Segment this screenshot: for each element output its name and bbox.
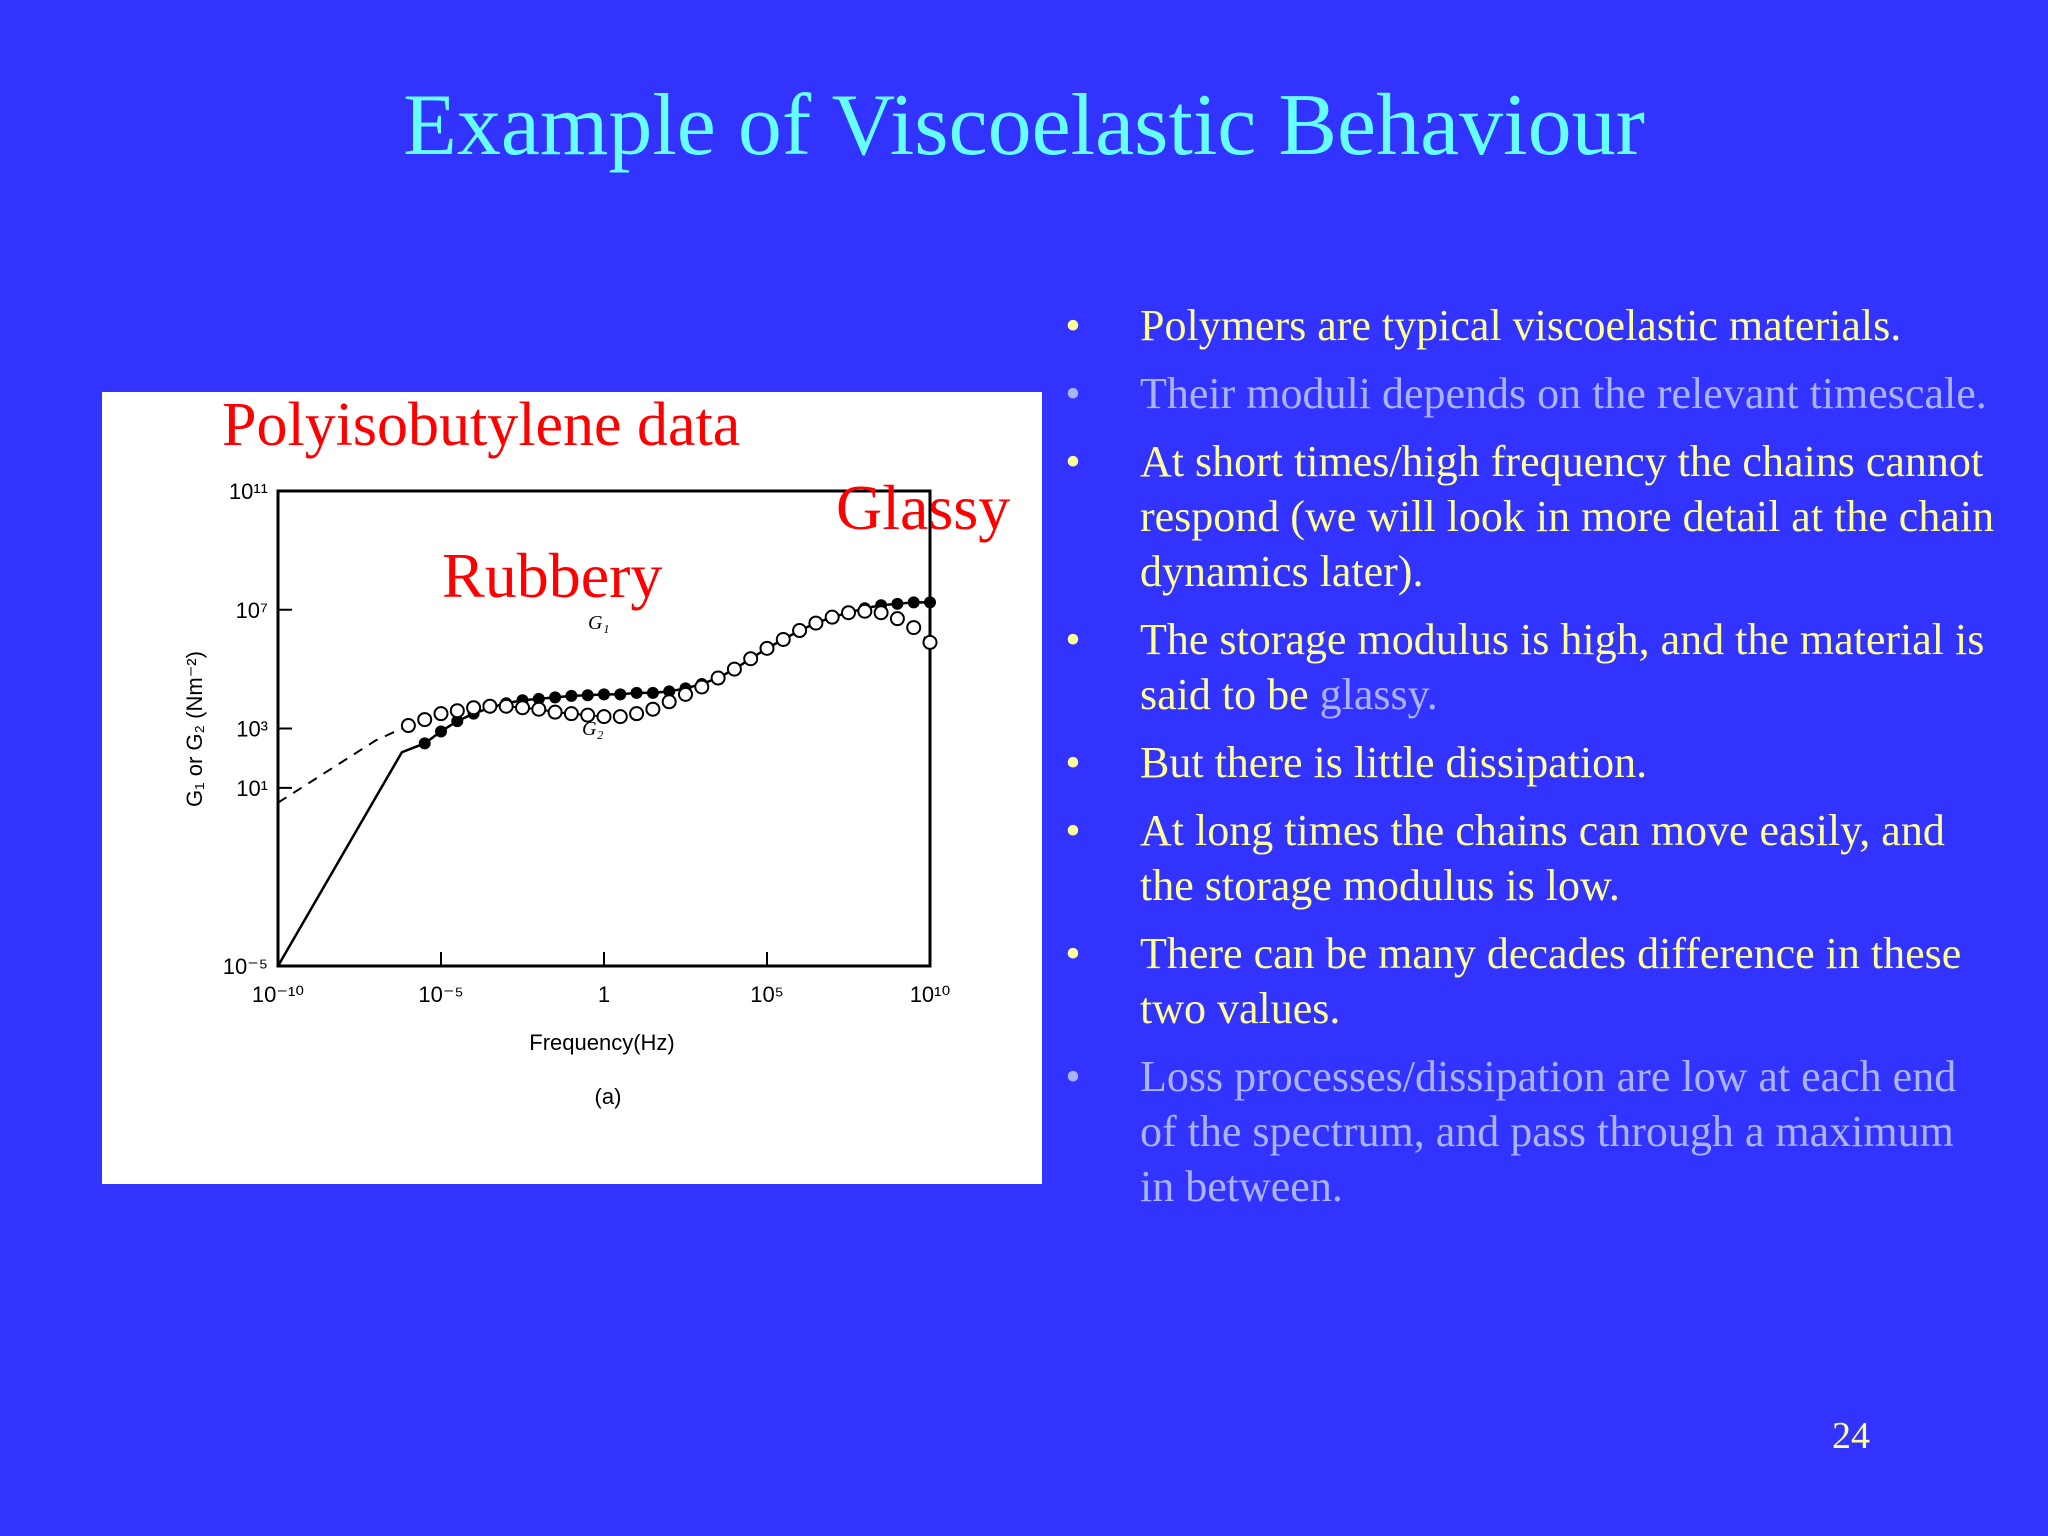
g2-point [580, 707, 596, 723]
y-tick-label: 10¹¹ [229, 479, 268, 504]
g2-point [808, 615, 824, 631]
bullet-item: • Loss processes/dissipation are low at e… [1058, 1049, 1998, 1214]
bullet-marker: • [1065, 738, 1081, 787]
figure-caption: Polyisobutylene data [222, 391, 741, 459]
bullet-marker: • [1065, 301, 1081, 350]
g2-point [710, 670, 726, 686]
g1-point [907, 596, 920, 609]
x-tick-label: 10¹⁰ [910, 982, 951, 1007]
g1-point [924, 596, 936, 609]
bullet-marker: • [1065, 615, 1081, 664]
g2-point [645, 701, 661, 717]
y-tick-label: 10⁻⁵ [223, 954, 268, 979]
bullet-item: • Polymers are typical viscoelastic mater… [1058, 298, 1998, 353]
g1-point [646, 686, 659, 699]
g2-fit-curve [277, 610, 931, 804]
g1-point [435, 725, 447, 738]
g2-point [841, 605, 856, 621]
bullet-marker: • [1065, 929, 1081, 978]
g2-point [694, 679, 710, 695]
bullet-marker: • [1065, 1052, 1081, 1101]
bullet-text: But there is little dissipation. [1140, 738, 1648, 787]
glassy-word: glassy. [1319, 670, 1438, 719]
viscoelastic-figure: 10⁻⁵ 10¹ 10³ 10⁷ 10¹¹ 10⁻¹⁰ 10⁻⁵ 1 10⁵ 10¹⁰ G₁ G… [102, 392, 1042, 1184]
g1-point [614, 688, 627, 701]
g2-point [824, 609, 840, 625]
g1-point [663, 685, 676, 698]
g1-curve-label: G₁ [588, 612, 609, 634]
x-tick-label: 10⁻¹⁰ [252, 982, 304, 1007]
x-tick-label: 10⁵ [750, 982, 784, 1007]
g1-point [565, 689, 578, 702]
bullet-item: • At long times the chains can move easil… [1058, 803, 1998, 913]
modulus-chart: 10⁻⁵ 10¹ 10³ 10⁷ 10¹¹ 10⁻¹⁰ 10⁻⁵ 1 10⁵ 10¹⁰ G₁ G… [182, 479, 951, 1109]
g2-point [547, 704, 563, 720]
g2-point [873, 605, 889, 621]
g1-point [451, 715, 464, 728]
g2-point [661, 694, 677, 710]
y-tick-label: 10³ [236, 717, 268, 742]
glassy-label: Glassy [836, 472, 1011, 543]
g2-point [498, 698, 514, 714]
g1-point [598, 688, 610, 701]
g2-point [726, 661, 742, 677]
g2-point [482, 698, 498, 714]
bullet-text: Loss processes/dissipation are low at ea… [1140, 1052, 1957, 1211]
bullet-text: At long times the chains can move easily… [1140, 806, 1945, 910]
g2-point [612, 709, 628, 725]
g2-point [449, 703, 465, 719]
bullet-list: • Polymers are typical viscoelastic mater… [1058, 298, 1998, 1227]
bullet-item: • The storage modulus is high, and the ma… [1058, 612, 1998, 722]
g2-point [629, 706, 645, 722]
g2-point [743, 651, 759, 667]
bullet-marker: • [1065, 437, 1081, 486]
x-tick-label: 10⁻⁵ [418, 982, 463, 1007]
bullet-item: • But there is little dissipation. [1058, 735, 1998, 790]
bullet-marker: • [1065, 806, 1081, 855]
g1-point [581, 689, 594, 702]
g2-point [759, 640, 775, 656]
g1-point [418, 737, 431, 750]
g1-fit-curve [276, 601, 930, 967]
bullet-text: The storage modulus is high, and the mat… [1140, 615, 1985, 719]
g2-point [466, 700, 482, 716]
g1-point [532, 692, 545, 705]
g2-point [922, 634, 938, 650]
slide-title: Example of Viscoelastic Behaviour [403, 77, 1645, 174]
y-tick-label: 10¹ [236, 776, 268, 801]
bullet-text: Their moduli depends on the relevant tim… [1140, 369, 1987, 418]
bullet-item: • Their moduli depends on the relevant ti… [1058, 366, 1998, 421]
x-axis-label: Frequency(Hz) [529, 1030, 674, 1055]
g2-point [775, 631, 791, 647]
g2-point [857, 603, 873, 619]
bullet-text: Polymers are typical viscoelastic materi… [1140, 301, 1902, 350]
g2-point [515, 700, 530, 716]
bullet-marker: • [1065, 369, 1081, 418]
g2-point [906, 620, 922, 636]
bullet-item: • There can be many decades difference in… [1058, 926, 1998, 1036]
g2-point [678, 686, 693, 702]
g2-point [596, 709, 612, 725]
bullet-item: • At short times/high frequency the chain… [1058, 434, 1998, 599]
g2-point [433, 706, 449, 722]
g1-point [549, 691, 562, 704]
g1-point [630, 686, 643, 699]
g2-curve-label: G₂ [582, 718, 603, 740]
bullet-text: There can be many decades difference in … [1140, 929, 1962, 1033]
g2-point [400, 718, 416, 734]
x-tick-label: 1 [598, 982, 610, 1007]
bullet-text: At short times/high frequency the chains… [1140, 437, 1995, 596]
g2-point [563, 706, 579, 722]
g2-point [889, 611, 905, 627]
g2-point [792, 623, 808, 639]
y-axis-label: G₁ or G₂ (Nm⁻²) [182, 651, 207, 807]
page-number: 24 [1832, 1415, 1870, 1457]
panel-label: (a) [595, 1084, 622, 1109]
g1-point [891, 597, 904, 610]
g2-point [417, 712, 433, 728]
rubbery-label: Rubbery [442, 540, 663, 611]
y-tick-label: 10⁷ [236, 598, 268, 623]
g2-point [531, 701, 547, 717]
